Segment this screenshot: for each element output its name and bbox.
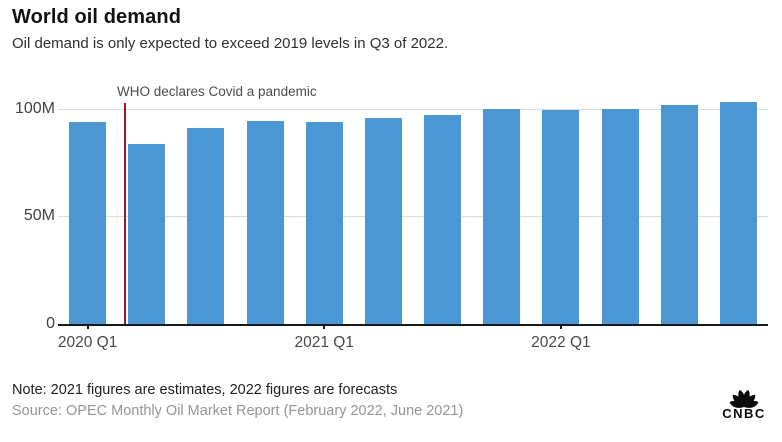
y-axis-labels: 0 50M 100M bbox=[0, 99, 55, 332]
footnote: Note: 2021 figures are estimates, 2022 f… bbox=[12, 382, 398, 398]
cnbc-logo-text: CNBC bbox=[722, 406, 766, 421]
y-tick-label: 0 bbox=[46, 315, 55, 332]
source-line: Source: OPEC Monthly Oil Market Report (… bbox=[12, 403, 464, 419]
x-tick-label: 2021 Q1 bbox=[294, 334, 354, 351]
bar-2021-q3 bbox=[424, 115, 461, 324]
x-axis-tick bbox=[86, 324, 89, 329]
bar-2020-q1 bbox=[69, 122, 106, 324]
cnbc-peacock-icon bbox=[729, 389, 759, 408]
x-axis-tick bbox=[559, 324, 562, 329]
bar-2020-q4 bbox=[247, 121, 284, 324]
bar-2022-q3 bbox=[661, 105, 698, 324]
page-title: World oil demand bbox=[12, 6, 182, 28]
bar-2022-q2 bbox=[602, 109, 639, 324]
gridline-50m bbox=[58, 216, 768, 218]
bar-2020-q2 bbox=[128, 144, 165, 324]
annotation-label: WHO declares Covid a pandemic bbox=[117, 84, 317, 99]
x-axis-tick bbox=[323, 324, 326, 329]
chart-subtitle: Oil demand is only expected to exceed 20… bbox=[12, 35, 449, 52]
pandemic-marker-line bbox=[124, 103, 126, 324]
gridline-100m bbox=[58, 108, 768, 110]
bar-2020-q3 bbox=[187, 128, 224, 324]
bar-2021-q1 bbox=[306, 122, 343, 324]
bar-2021-q4 bbox=[483, 109, 520, 324]
y-tick-label: 100M bbox=[14, 99, 55, 117]
bar-2022-q4 bbox=[720, 102, 757, 324]
bar-2022-q1 bbox=[542, 110, 579, 324]
x-axis-labels: 2020 Q1 2021 Q1 2022 Q1 bbox=[58, 334, 768, 356]
x-tick-label: 2022 Q1 bbox=[531, 334, 591, 351]
y-tick-label: 50M bbox=[23, 207, 55, 225]
x-tick-label: 2020 Q1 bbox=[57, 334, 118, 351]
bar-2021-q2 bbox=[365, 118, 402, 324]
plot-area bbox=[58, 100, 768, 329]
cnbc-logo: CNBC bbox=[716, 380, 772, 421]
